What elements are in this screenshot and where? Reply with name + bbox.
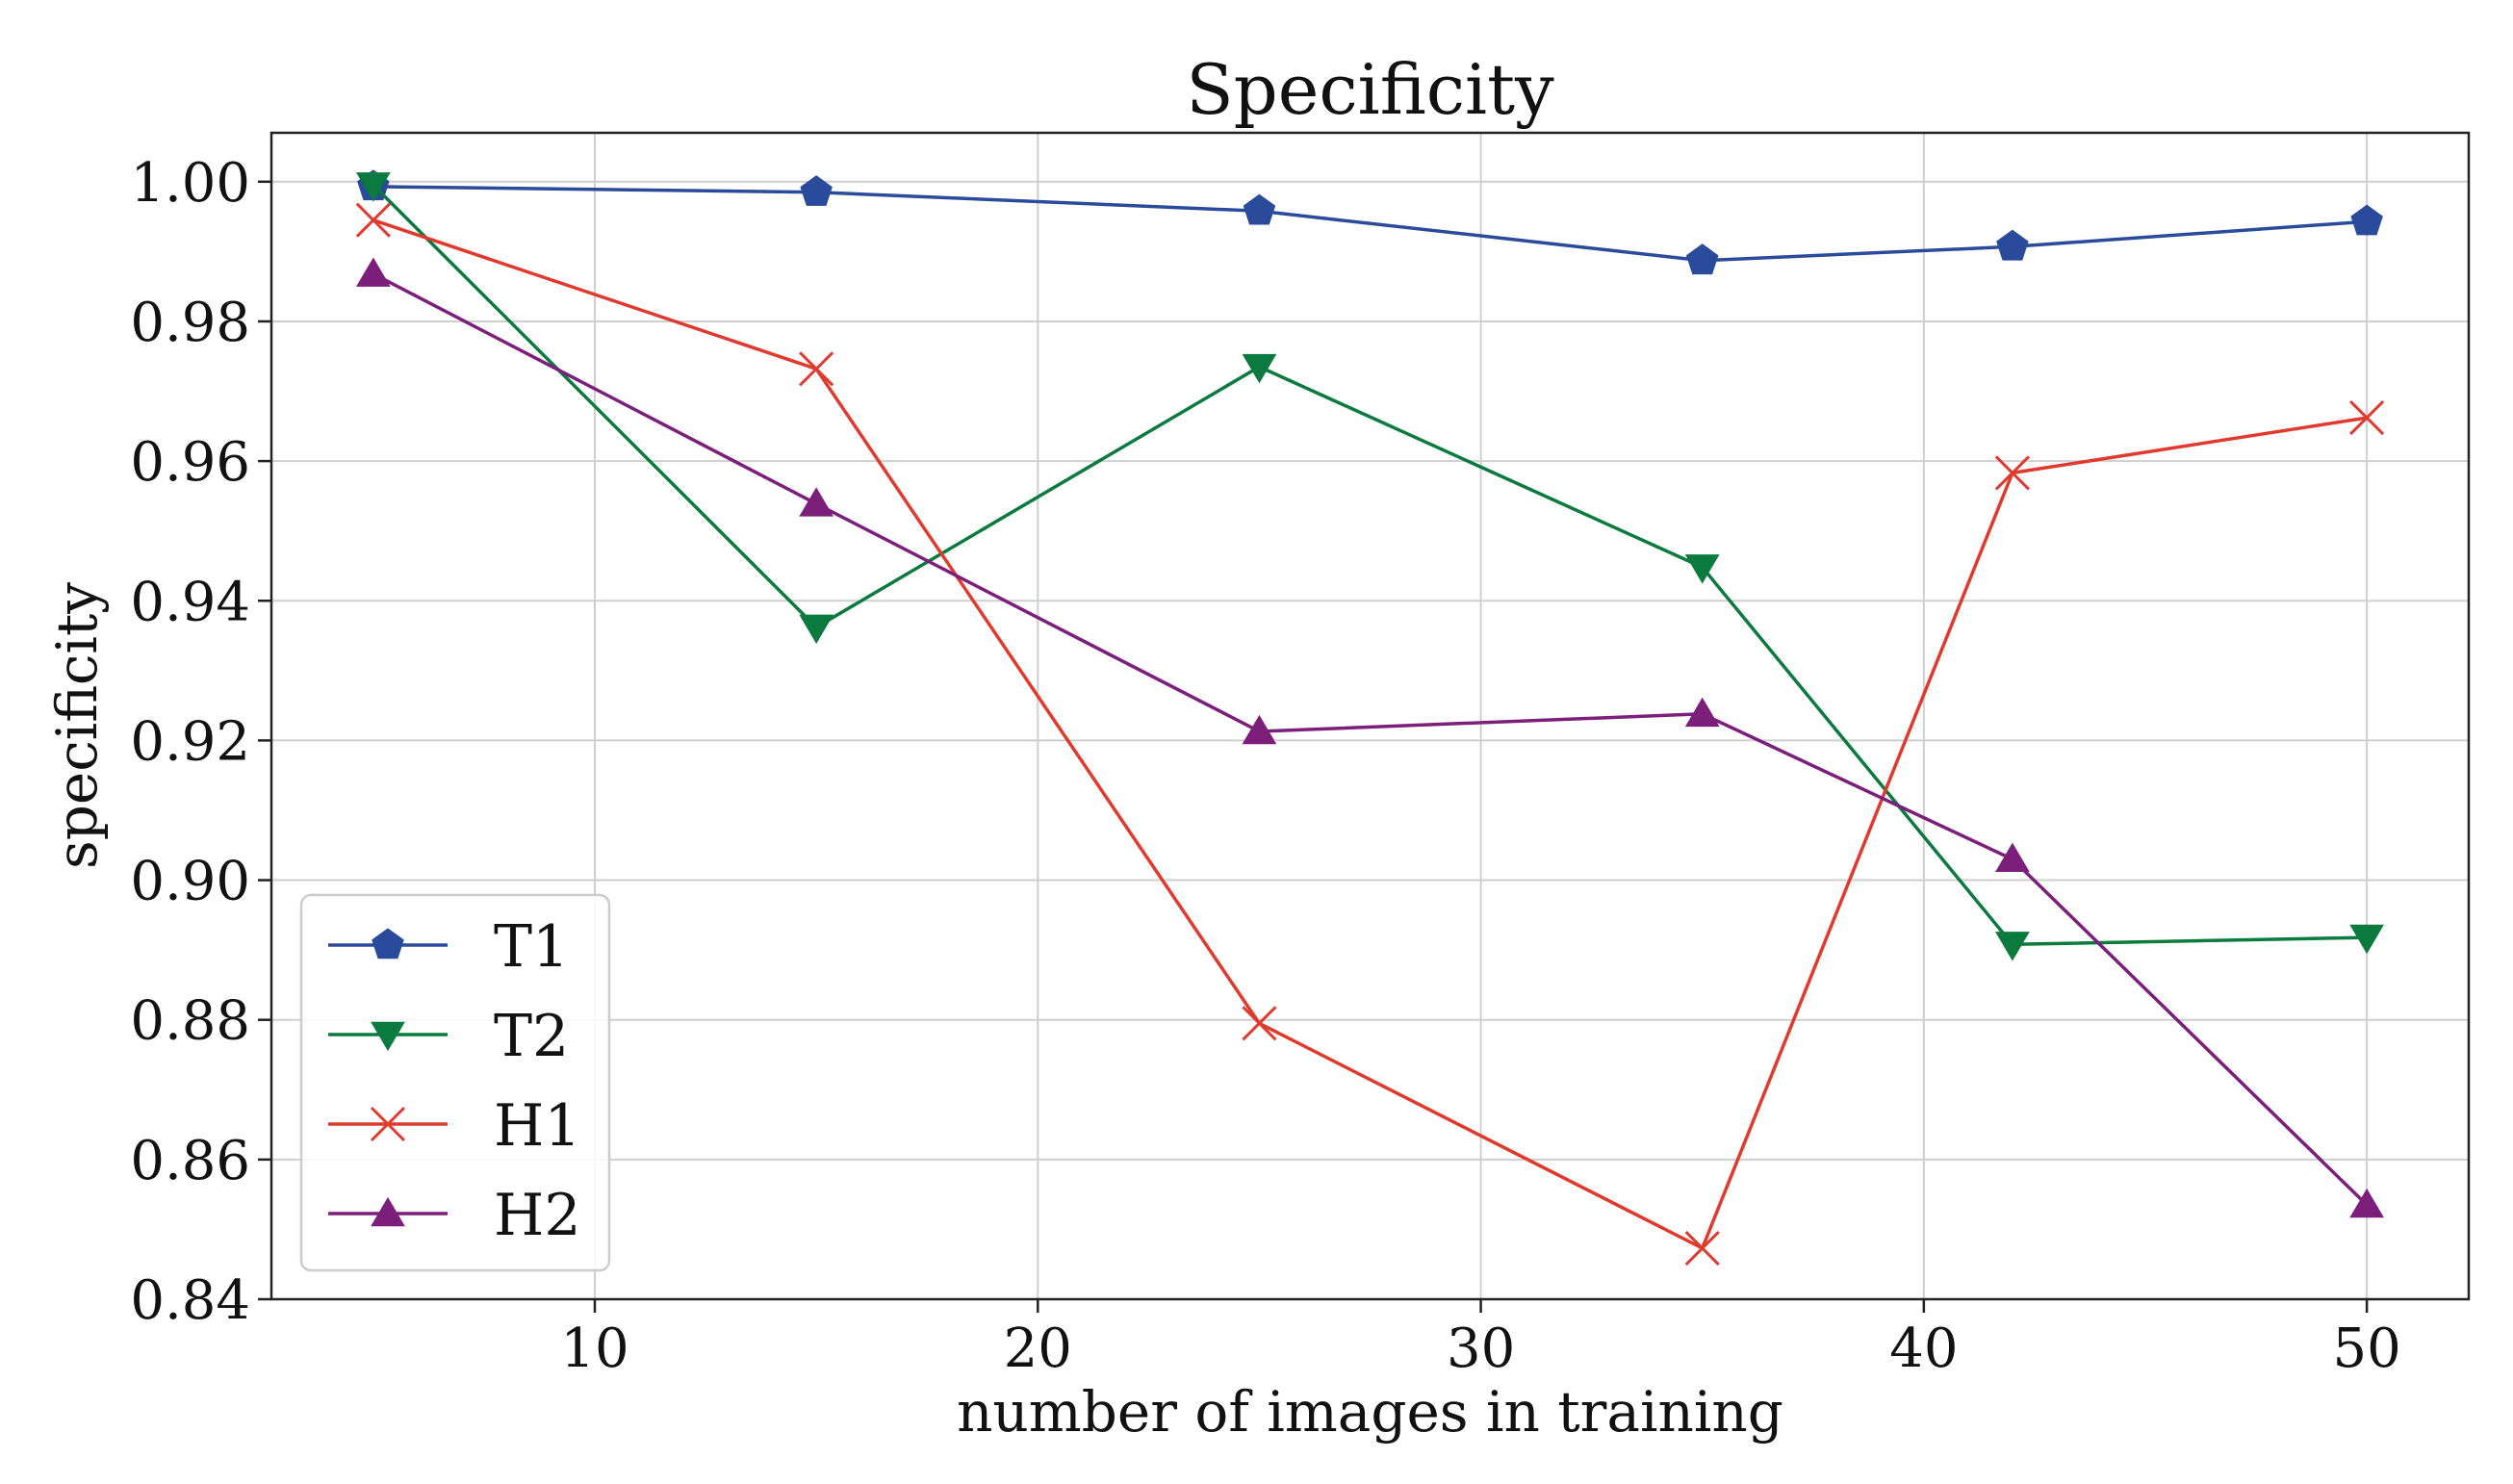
legend-label-h1: H1 [494,1092,581,1160]
series-layer [355,169,2385,1267]
data-point-h2 [1684,697,1720,728]
data-point-h1 [1242,1006,1277,1041]
data-point-h1 [355,202,391,238]
axis-ticks: 10 20 30 40 50 0.84 0.86 0.88 0.90 0.92 0.94 0.96 0.… [130,152,2400,1380]
x-marker-stroke [1994,455,2030,491]
data-point-h2 [1995,842,2030,873]
series-line-t1 [372,185,2368,263]
x-marker-stroke [799,351,834,387]
y-tick-label: 0.98 [130,292,250,354]
x-marker-stroke [355,202,391,238]
series-line-h1 [372,218,2368,1250]
series-h1 [355,202,2385,1267]
plot-frame [269,131,2471,1301]
x-marker-stroke [1684,1230,1720,1267]
grid-lines [271,133,2469,1300]
data-point-t1 [1685,243,1719,275]
data-point-h1 [2349,400,2385,436]
legend-item-t2: T2 [328,1003,569,1070]
legend-label-t1: T1 [494,913,569,981]
data-point-t2 [1995,932,2030,961]
y-tick-label: 0.90 [130,851,250,913]
data-point-t2 [355,172,391,202]
data-point-h2 [2349,1188,2385,1218]
y-axis-label: specificity [44,582,110,869]
legend: T1 T2 H1 H2 [299,893,611,1272]
legend-marker-t2 [371,1021,405,1052]
data-point-h1 [1994,455,2030,491]
data-point-h2 [1242,714,1277,745]
data-point-t1 [2350,204,2383,236]
y-tick-label: 0.96 [130,431,250,494]
series-h2 [355,257,2385,1218]
data-point-h1 [1684,1230,1720,1267]
data-point-h2 [799,487,834,517]
data-point-h1 [799,351,834,387]
x-tick-label: 40 [1889,1318,1958,1380]
x-marker-stroke [370,1106,406,1142]
legend-label-t2: T2 [494,1003,569,1070]
legend-item-t1: T1 [328,913,569,981]
data-point-h2 [355,257,391,287]
x-marker-stroke [2349,400,2385,436]
x-tick-label: 10 [560,1318,628,1380]
data-point-t2 [2349,924,2385,955]
y-tick-label: 0.94 [130,571,250,633]
data-point-t1 [800,175,833,206]
legend-marker-h1 [370,1106,406,1142]
x-tick-label: 20 [1004,1318,1072,1380]
x-tick-label: 50 [2333,1318,2401,1380]
legend-item-h2: H2 [328,1182,581,1249]
legend-label-h2: H2 [494,1182,581,1249]
data-point-t2 [799,614,834,644]
legend-marker-h2 [371,1196,405,1227]
data-point-t1 [1243,193,1276,225]
x-axis-label: number of images in training [957,1379,1783,1445]
data-point-t2 [1684,554,1720,584]
legend-marker-t1 [372,928,404,959]
x-marker-stroke [1242,1006,1277,1041]
x-tick-label: 30 [1447,1318,1515,1380]
series-line-h2 [372,272,2369,1207]
y-tick-label: 0.92 [130,710,250,773]
y-tick-label: 0.86 [130,1130,250,1192]
chart-title: Specificity [1186,49,1554,130]
data-point-t2 [1242,353,1277,384]
series-t2 [355,172,2385,961]
data-point-t1 [1996,229,2029,261]
y-tick-label: 1.00 [130,152,250,215]
y-tick-label: 0.88 [130,990,250,1053]
legend-box [299,893,611,1272]
legend-item-h1: H1 [328,1092,581,1160]
series-line-t2 [372,184,2368,947]
y-tick-label: 0.84 [130,1269,250,1332]
